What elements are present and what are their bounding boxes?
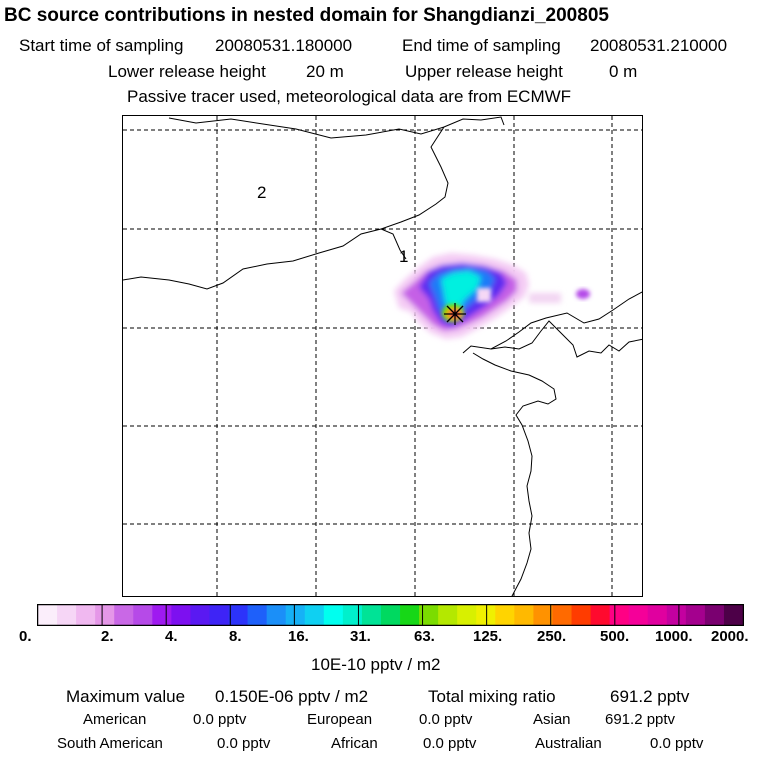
lower-height-value: 20 m	[306, 62, 344, 81]
colorbar-border	[37, 604, 744, 626]
upper-height-value: 0 m	[609, 62, 638, 81]
south-american-value: 0.0 pptv	[217, 735, 271, 752]
asian-value: 691.2 pptv	[605, 711, 676, 728]
colorbar-tick: 2000.	[711, 628, 749, 645]
colorbar-swatch	[685, 605, 706, 625]
american-value: 0.0 pptv	[193, 711, 247, 728]
lower-height-label: Lower release height	[108, 62, 266, 81]
colorbar-swatch	[400, 605, 420, 625]
colorbar-swatch	[114, 605, 134, 625]
colorbar-swatch	[38, 605, 58, 625]
colorbar-swatch	[438, 605, 458, 625]
colorbar-tick: 125.	[473, 628, 503, 645]
colorbar-tick: 2.	[101, 628, 114, 645]
tracer-note: Passive tracer used, meteorological data…	[127, 87, 572, 106]
colorbar-swatch	[361, 605, 382, 625]
colorbar-swatch	[190, 605, 210, 625]
european-value: 0.0 pptv	[419, 711, 473, 728]
plume-hole	[477, 288, 491, 302]
african-value: 0.0 pptv	[423, 735, 477, 752]
receptor-marker-icon	[444, 303, 466, 325]
colorbar-tick: 16.	[288, 628, 309, 645]
border-top	[168, 116, 505, 139]
colorbar-swatch	[514, 605, 534, 625]
colorbar-swatch	[285, 605, 306, 625]
colorbar-swatch	[342, 605, 363, 625]
map-svg: 2 1	[123, 116, 642, 596]
graticule	[123, 116, 642, 596]
coast-shandong	[472, 352, 557, 596]
colorbar	[37, 604, 744, 626]
colorbar-swatch	[171, 605, 191, 625]
colorbar-swatch	[133, 605, 153, 625]
colorbar-tick: 250.	[537, 628, 567, 645]
american-label: American	[83, 711, 147, 728]
australian-value: 0.0 pptv	[650, 735, 704, 752]
colorbar-swatch	[228, 605, 248, 625]
coast-east	[490, 320, 642, 358]
colorbar-swatch	[571, 605, 591, 625]
colorbar-swatch	[704, 605, 725, 625]
asian-label: Asian	[533, 711, 571, 728]
south-american-label: South American	[57, 735, 163, 752]
colorbar-swatch	[152, 605, 172, 625]
plot-title: BC source contributions in nested domain…	[4, 5, 609, 26]
colorbar-swatch	[323, 605, 344, 625]
colorbar-swatch	[209, 605, 229, 625]
end-time-label: End time of sampling	[402, 36, 561, 55]
colorbar-swatch	[647, 605, 668, 625]
colorbar-swatch	[95, 605, 115, 625]
region-label-1: 1	[399, 247, 408, 266]
total-mixing-value: 691.2 pptv	[610, 687, 690, 706]
colorbar-swatch	[266, 605, 287, 625]
max-value: 0.150E-06 pptv / m2	[215, 687, 369, 706]
concentration-plume	[394, 253, 590, 339]
colorbar-swatch	[247, 605, 268, 625]
start-time-label: Start time of sampling	[19, 36, 184, 55]
colorbar-units: 10E-10 pptv / m2	[311, 655, 441, 674]
colorbar-tick: 4.	[165, 628, 178, 645]
colorbar-tick: 1000.	[655, 628, 693, 645]
total-mixing-label: Total mixing ratio	[428, 687, 556, 706]
coastlines-borders	[123, 116, 642, 596]
colorbar-tick: 8.	[229, 628, 242, 645]
border-inner	[380, 228, 407, 260]
colorbar-swatch	[590, 605, 611, 625]
colorbar-swatch	[666, 605, 687, 625]
colorbar-swatch	[476, 605, 496, 625]
european-label: European	[307, 711, 373, 728]
colorbar-swatch	[76, 605, 96, 625]
colorbar-tick: 0.	[19, 628, 32, 645]
colorbar-swatch	[419, 605, 439, 625]
colorbar-swatch	[380, 605, 401, 625]
plume-spur	[529, 293, 561, 303]
end-time-value: 20080531.210000	[590, 36, 728, 55]
african-label: African	[331, 735, 378, 752]
colorbar-tick: 31.	[350, 628, 371, 645]
colorbar-swatch	[457, 605, 477, 625]
colorbar-swatch	[57, 605, 77, 625]
colorbar-swatch	[609, 605, 630, 625]
isolated-blob	[576, 289, 590, 299]
upper-height-label: Upper release height	[405, 62, 563, 81]
plume-level-5	[441, 271, 481, 313]
colorbar-swatch	[723, 605, 744, 625]
colorbar-swatch	[304, 605, 325, 625]
border-north-coast	[123, 126, 449, 290]
colorbar-svg	[37, 604, 744, 626]
colorbar-swatch	[495, 605, 515, 625]
map-panel: 2 1	[122, 115, 643, 597]
colorbar-tick: 63.	[414, 628, 435, 645]
colorbar-swatch	[628, 605, 649, 625]
australian-label: Australian	[535, 735, 602, 752]
colorbar-swatch	[552, 605, 572, 625]
region-label-2: 2	[257, 183, 266, 202]
colorbar-swatch	[533, 605, 553, 625]
max-value-label: Maximum value	[66, 687, 186, 706]
colorbar-tick: 500.	[600, 628, 630, 645]
start-time-value: 20080531.180000	[215, 36, 353, 55]
